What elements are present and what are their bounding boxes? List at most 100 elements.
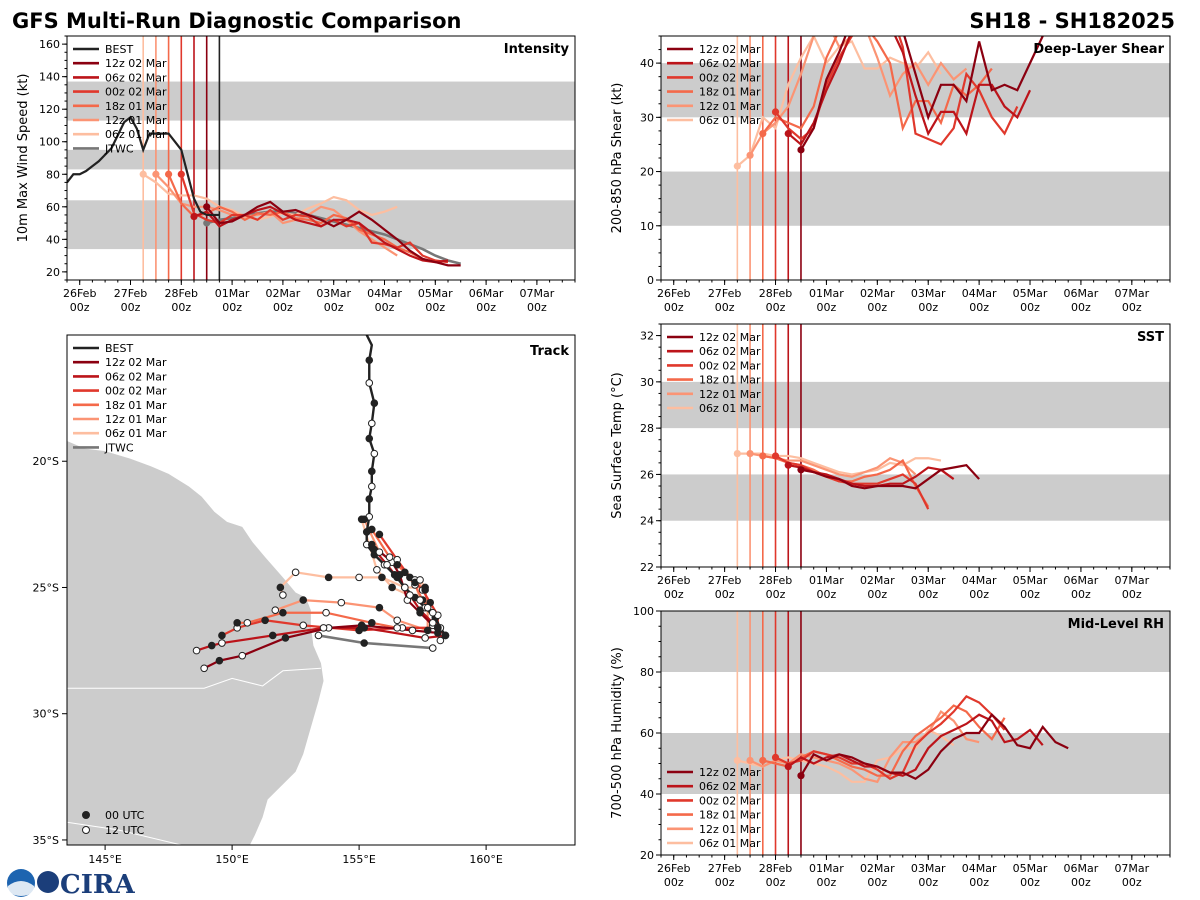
rh-legend-label-4: 12z 01 Mar: [699, 823, 761, 836]
rh-xtick-label-8: 06Mar: [1064, 862, 1099, 875]
rh-xtick-label-7: 05Mar: [1013, 862, 1048, 875]
track-marker-00utc: [207, 641, 216, 650]
rh-panel-title: Mid-Level RH: [1068, 617, 1164, 632]
track-marker-12utc: [291, 568, 300, 577]
rh-run-start-marker-2: [771, 753, 780, 762]
track-legend-label-6: 06z 01 Mar: [105, 427, 167, 440]
track-marker-12utc: [428, 608, 437, 617]
track-marker-00utc: [393, 560, 402, 569]
track-marker-12utc: [370, 449, 379, 458]
track-marker-00utc: [378, 573, 386, 582]
track-marker-00utc: [215, 656, 224, 665]
shear-band-0: [661, 171, 1170, 226]
track-marker-12utc: [200, 664, 208, 673]
intensity-xtick-label-8: 06Mar: [469, 287, 504, 300]
shear-run-start-marker-5: [733, 162, 741, 170]
shear-xtick-label-2: 28Feb: [759, 287, 792, 300]
rh-xtick-label-9: 07Mar: [1114, 862, 1149, 875]
rh-legend-label-2: 00z 02 Mar: [699, 794, 761, 807]
track-marker-00utc: [393, 573, 402, 582]
intensity-run-start-marker-3: [165, 170, 173, 178]
sst-legend-label-1: 06z 02 Mar: [699, 345, 761, 358]
track-legend-label-0: BEST: [105, 342, 133, 355]
figure-title: GFS Multi-Run Diagnostic Comparison: [12, 9, 461, 33]
track-marker-00utc: [375, 603, 384, 612]
rh-run-start-marker-0: [797, 772, 805, 780]
track-marker-12utc: [383, 560, 391, 569]
sst-run-start-marker-1: [784, 461, 792, 469]
state-border-qld-nsw: [67, 667, 322, 689]
sst-xtick-label-3: 01Mar: [809, 574, 844, 587]
intensity-ytick-label-5: 120: [39, 103, 60, 116]
rh-run-start-marker-1: [784, 762, 792, 771]
intensity-ylabel: 10m Max Wind Speed (kt): [16, 74, 31, 243]
intensity-xtick-label-5: 03Mar: [316, 287, 351, 300]
shear-xtick-label-8: 06Mar: [1064, 287, 1099, 300]
intensity-run-start-marker-0: [203, 203, 211, 211]
rh-ytick-label-1: 40: [640, 788, 654, 801]
sst-xtick-sublabel-3: 00z: [817, 588, 837, 601]
track-marker-00utc: [370, 399, 379, 407]
intensity-legend-label-5: 12z 01 Mar: [105, 114, 167, 127]
intensity-best-line: [67, 115, 220, 217]
track-marker-12utc: [368, 482, 376, 491]
rh-xtick-sublabel-3: 00z: [817, 876, 837, 889]
intensity-ytick-label-4: 100: [39, 136, 60, 149]
land-australia: [67, 441, 324, 845]
intensity-xtick-label-0: 26Feb: [63, 287, 96, 300]
sst-run-line-5: [737, 452, 942, 476]
state-border-nsw-vic: [67, 821, 182, 845]
rh-xtick-label-4: 02Mar: [860, 862, 895, 875]
shear-xtick-label-4: 02Mar: [860, 287, 895, 300]
intensity-xtick-sublabel-0: 00z: [70, 301, 90, 314]
track-xtick-label-2: 155°E: [342, 853, 375, 866]
intensity-xtick-label-3: 01Mar: [215, 287, 250, 300]
intensity-xtick-label-7: 05Mar: [418, 287, 453, 300]
intensity-xtick-sublabel-6: 00z: [375, 301, 395, 314]
shear-xtick-sublabel-5: 00z: [918, 301, 938, 314]
intensity-xtick-label-1: 27Feb: [114, 287, 147, 300]
track-marker-12utc: [423, 603, 432, 612]
track-marker-00utc: [261, 616, 269, 625]
sst-xtick-sublabel-0: 00z: [664, 588, 684, 601]
track-marker-00utc: [423, 626, 432, 635]
shear-legend-label-3: 18z 01 Mar: [699, 86, 761, 99]
track-marker-12utc: [243, 619, 252, 627]
sst-xtick-label-5: 03Mar: [911, 574, 946, 587]
sst-legend-label-5: 06z 01 Mar: [699, 402, 761, 415]
rh-legend-label-1: 06z 02 Mar: [699, 780, 761, 793]
track-marker-00utc: [368, 467, 376, 476]
intensity-legend-label-7: JTWC: [104, 142, 134, 155]
track-marker-00utc: [299, 596, 308, 604]
track-marker-00utc: [276, 583, 285, 592]
intensity-legend-label-0: BEST: [105, 43, 133, 56]
track-marker-00utc: [355, 626, 363, 635]
sst-xtick-label-4: 02Mar: [860, 574, 895, 587]
shear-xtick-label-7: 05Mar: [1013, 287, 1048, 300]
shear-xtick-label-0: 26Feb: [657, 287, 690, 300]
shear-run-start-marker-0: [797, 146, 805, 154]
rh-xtick-sublabel-0: 00z: [664, 876, 684, 889]
rh-ytick-label-0: 20: [640, 849, 654, 862]
rh-xtick-sublabel-5: 00z: [918, 876, 938, 889]
rh-xtick-label-2: 28Feb: [759, 862, 792, 875]
rh-run-start-marker-4: [746, 756, 754, 765]
track-marker-00utc: [375, 530, 384, 539]
rh-xtick-sublabel-6: 00z: [969, 876, 989, 889]
rh-ylabel: 700-500 hPa Humidity (%): [610, 647, 625, 819]
track-marker-12utc: [238, 651, 247, 660]
shear-run-start-marker-1: [784, 130, 792, 138]
sst-ytick-label-2: 26: [640, 468, 654, 481]
shear-legend-label-4: 12z 01 Mar: [699, 100, 761, 113]
track-legend-label-1: 12z 02 Mar: [105, 356, 167, 369]
rh-xtick-sublabel-7: 00z: [1020, 876, 1040, 889]
rh-legend-label-3: 18z 01 Mar: [699, 809, 761, 822]
sst-xtick-label-1: 27Feb: [708, 574, 741, 587]
rh-xtick-label-0: 26Feb: [657, 862, 690, 875]
intensity-band-2: [67, 81, 575, 121]
intensity-xtick-sublabel-3: 00z: [222, 301, 242, 314]
shear-panel-title: Deep-Layer Shear: [1033, 42, 1164, 57]
track-legend-label-7: JTWC: [104, 441, 134, 454]
intensity-run-line-4: [155, 173, 398, 257]
track-xtick-label-0: 145°E: [88, 853, 121, 866]
